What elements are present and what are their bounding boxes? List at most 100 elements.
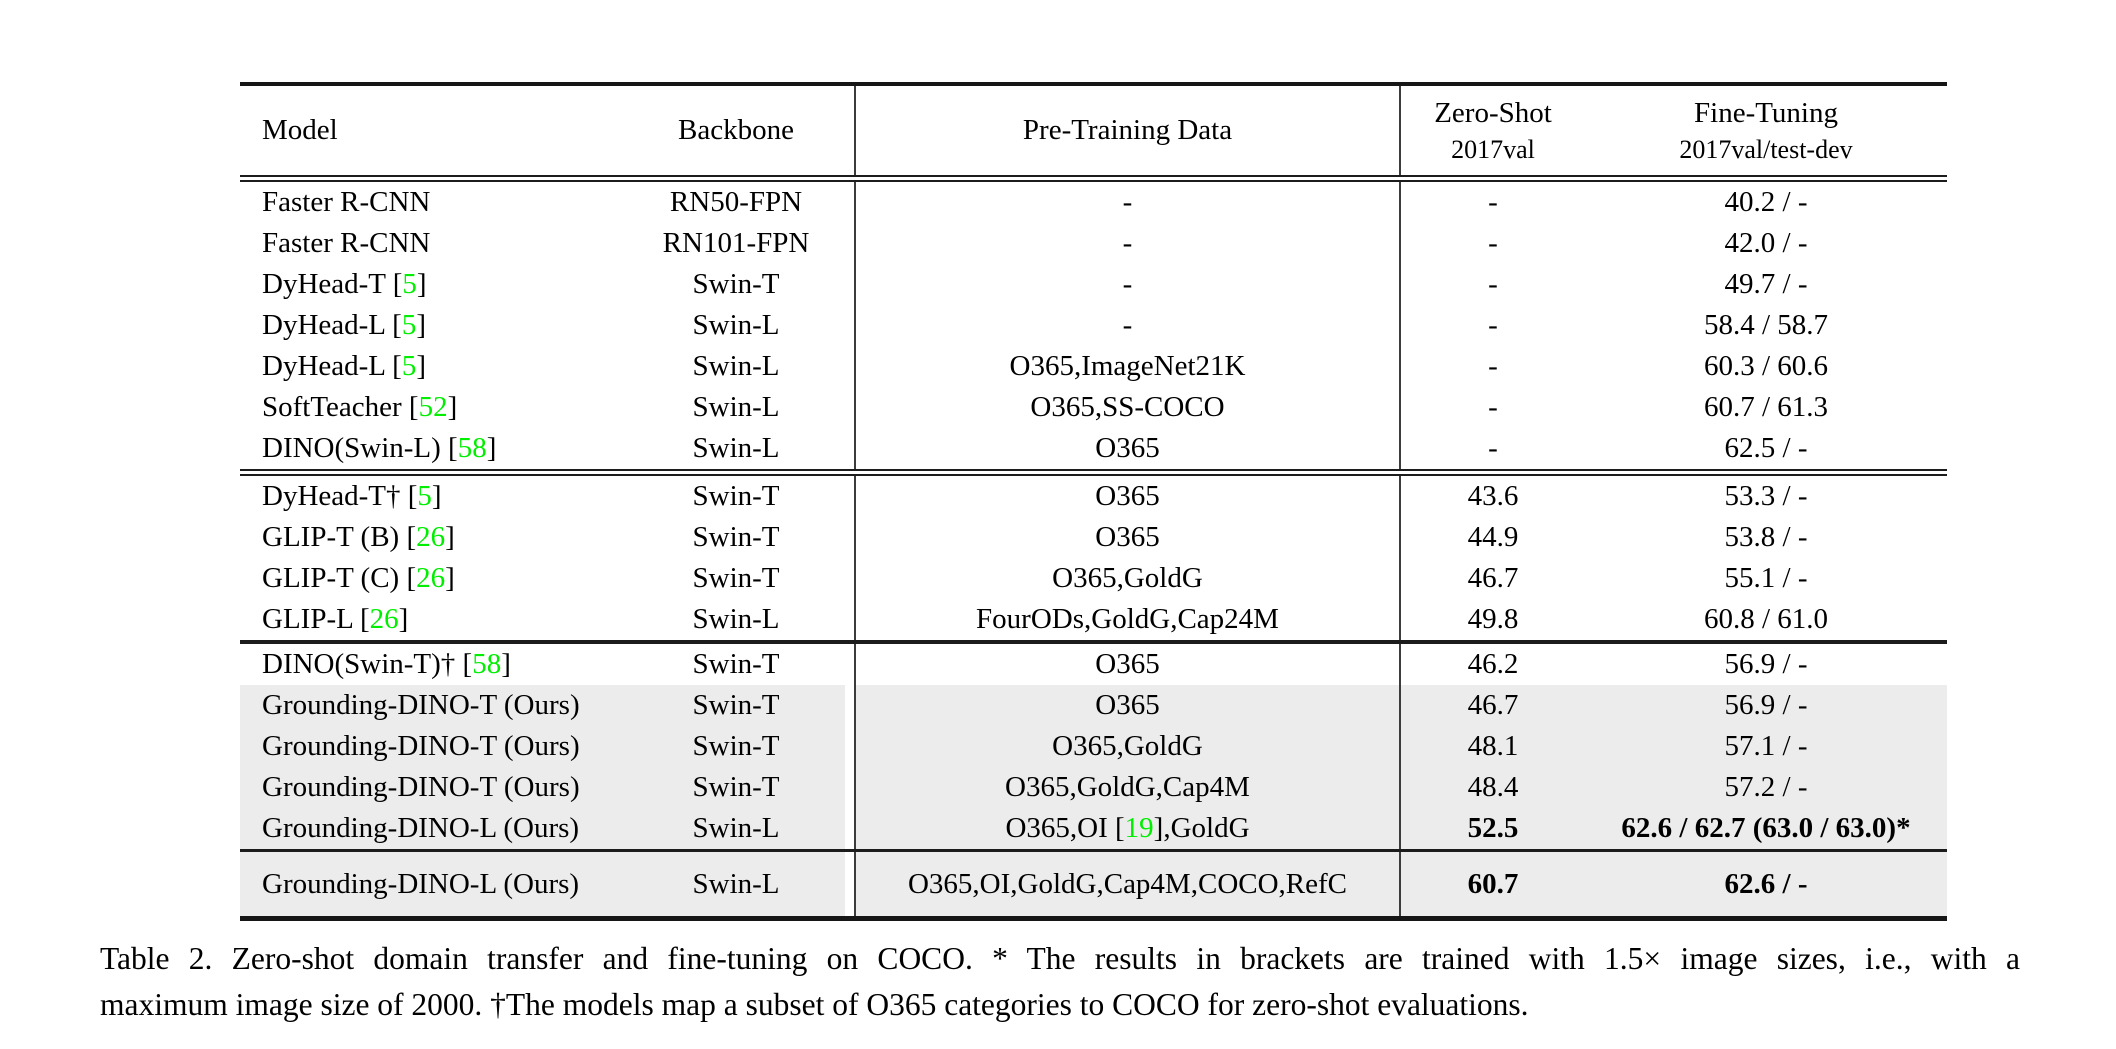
model-cell: DINO(Swin-L) [58] — [240, 428, 618, 473]
text-segment: ] — [445, 562, 455, 594]
citation-link[interactable]: 58 — [457, 432, 487, 464]
text-segment: DyHead-T [ — [262, 268, 403, 300]
text-segment: ] — [447, 391, 458, 423]
fine-tuning-value-cell: 55.1 / - — [1724, 562, 1808, 594]
table-row: DyHead-T [5] Swin-T - - 49.7 / - — [240, 264, 1947, 305]
text-segment: ] — [501, 648, 511, 680]
fine-tuning-value-cell: 62.6 / - — [1585, 850, 1947, 919]
text-segment: O365,SS-COCO — [1030, 391, 1225, 423]
backbone-cell: Swin-L — [692, 432, 780, 464]
fine-tuning-value-cell: 42.0 / - — [1724, 227, 1808, 259]
backbone-cell: Swin-T — [692, 521, 780, 553]
zero-shot-value-cell: 48.4 — [1399, 767, 1585, 808]
pretrain-data-cell: - — [854, 178, 1400, 223]
citation-link[interactable]: 26 — [416, 521, 446, 553]
text-segment: Grounding-DINO-T (Ours) — [262, 730, 580, 762]
text-segment: DINO(Swin-T)† [ — [262, 648, 473, 680]
pretrain-data-cell: O365,ImageNet21K — [854, 346, 1400, 387]
backbone-cell: Swin-L — [618, 850, 855, 919]
header-backbone: Backbone — [678, 114, 794, 146]
citation-link[interactable]: 19 — [1124, 812, 1154, 844]
backbone-cell: Swin-T — [692, 480, 780, 512]
fine-tuning-value-cell: 60.8 / 61.0 — [1703, 603, 1829, 635]
fine-tuning-value-cell: 40.2 / - — [1724, 186, 1808, 218]
text-segment: SoftTeacher [ — [262, 391, 419, 423]
model-cell: Grounding-DINO-T (Ours) — [240, 767, 618, 808]
model-cell: DINO(Swin-T)† [58] — [240, 642, 618, 685]
text-segment: ] — [416, 350, 427, 382]
table-row: Grounding-DINO-T (Ours) Swin-T O365,Gold… — [240, 726, 1947, 767]
model-cell: Faster R-CNN — [240, 179, 618, 224]
pretrain-data-cell: O365,GoldG — [854, 726, 1400, 767]
fine-tuning-value-cell: 58.4 / 58.7 — [1703, 309, 1829, 341]
model-cell: DyHead-L [5] — [240, 346, 618, 387]
header-zero-shot: Zero-Shot 2017val — [1399, 84, 1585, 179]
text-segment: ] — [445, 521, 455, 553]
backbone-cell: Swin-T — [618, 767, 855, 808]
backbone-cell: Swin-T — [618, 726, 855, 767]
caption-line-2: maximum image size of 2000. †The models … — [100, 987, 1529, 1022]
citation-link[interactable]: 5 — [401, 309, 417, 341]
text-segment: O365,GoldG,Cap4M — [1005, 771, 1250, 803]
model-cell: Faster R-CNN — [240, 223, 618, 264]
header-model: Model — [262, 114, 338, 146]
section-grounding-dino: DINO(Swin-T)† [58] Swin-T O365 46.2 56.9… — [240, 642, 1947, 851]
text-segment: O365 — [1095, 432, 1160, 464]
zero-shot-value-cell: - — [1399, 387, 1585, 428]
text-segment: O365,GoldG — [1052, 562, 1203, 594]
table-caption: Table 2. Zero-shot domain transfer and f… — [100, 936, 2020, 1028]
pretrain-data-cell: - — [854, 223, 1400, 264]
text-segment: Grounding-DINO-T (Ours) — [262, 771, 580, 803]
citation-link[interactable]: 26 — [416, 562, 446, 594]
fine-tuning-value-cell: 53.8 / - — [1724, 521, 1808, 553]
backbone-cell: RN101-FPN — [662, 227, 810, 259]
fine-tuning-value-cell: 56.9 / - — [1585, 685, 1947, 726]
text-segment: O365,ImageNet21K — [1009, 350, 1246, 382]
pretrain-data-cell: FourODs,GoldG,Cap24M — [854, 599, 1400, 642]
header-fine-tuning-title: Fine-Tuning — [1694, 96, 1838, 129]
header-fine-tuning-subtitle: 2017val/test-dev — [1679, 134, 1853, 164]
zero-shot-value-cell: 60.7 — [1399, 850, 1585, 919]
text-segment: DyHead-L [ — [262, 309, 402, 341]
model-cell: GLIP-T (C) [26] — [240, 558, 618, 599]
text-segment: - — [1122, 309, 1133, 341]
text-segment: O365 — [1095, 480, 1160, 512]
citation-link[interactable]: 26 — [369, 603, 399, 635]
fine-tuning-value-cell: 57.1 / - — [1585, 726, 1947, 767]
coco-results-table: Model Backbone Pre-Training Data Zero-Sh… — [240, 82, 1947, 921]
text-segment: GLIP-L [ — [262, 603, 370, 635]
pretrain-data-cell: O365,GoldG,Cap4M — [854, 767, 1400, 808]
section-grounding-dino-full: Grounding-DINO-L (Ours) Swin-L O365,OI,G… — [240, 850, 1947, 919]
citation-link[interactable]: 5 — [417, 480, 432, 512]
pretrain-data-cell: O365,OI [19],GoldG — [854, 808, 1400, 851]
citation-link[interactable]: 5 — [402, 268, 417, 300]
zero-shot-value-cell: 52.5 — [1399, 808, 1585, 851]
citation-link[interactable]: 52 — [418, 391, 448, 423]
backbone-cell: Swin-T — [692, 268, 780, 300]
zero-shot-value-cell: - — [1399, 305, 1585, 346]
text-segment: DyHead-T† [ — [262, 480, 418, 512]
pretrain-data-cell: O365 — [854, 472, 1400, 517]
table-row: DINO(Swin-T)† [58] Swin-T O365 46.2 56.9… — [240, 642, 1947, 685]
backbone-cell: Swin-T — [618, 685, 855, 726]
fine-tuning-value-cell: 57.2 / - — [1585, 767, 1947, 808]
text-segment: FourODs,GoldG,Cap24M — [976, 603, 1279, 635]
header-zero-shot-subtitle: 2017val — [1451, 134, 1535, 164]
model-cell: DyHead-L [5] — [240, 305, 618, 346]
zero-shot-value-cell: 49.8 — [1399, 599, 1585, 642]
citation-link[interactable]: 58 — [472, 648, 502, 680]
text-segment: Grounding-DINO-L (Ours) — [262, 867, 580, 900]
fine-tuning-value-cell: 62.6 / 62.7 (63.0 / 63.0)* — [1585, 808, 1947, 851]
backbone-cell: RN50-FPN — [669, 186, 803, 218]
header-row: Model Backbone Pre-Training Data Zero-Sh… — [240, 84, 1947, 179]
backbone-cell: Swin-L — [692, 603, 780, 635]
pretrain-data-cell: - — [854, 305, 1400, 346]
table-row: Grounding-DINO-L (Ours) Swin-L O365,OI [… — [240, 808, 1947, 851]
model-cell: GLIP-L [26] — [240, 599, 618, 642]
header-zero-shot-title: Zero-Shot — [1434, 96, 1552, 129]
text-segment: O365 — [1095, 689, 1160, 721]
text-segment: O365 — [1095, 521, 1160, 553]
backbone-cell: Swin-L — [618, 808, 855, 851]
citation-link[interactable]: 5 — [401, 350, 417, 382]
